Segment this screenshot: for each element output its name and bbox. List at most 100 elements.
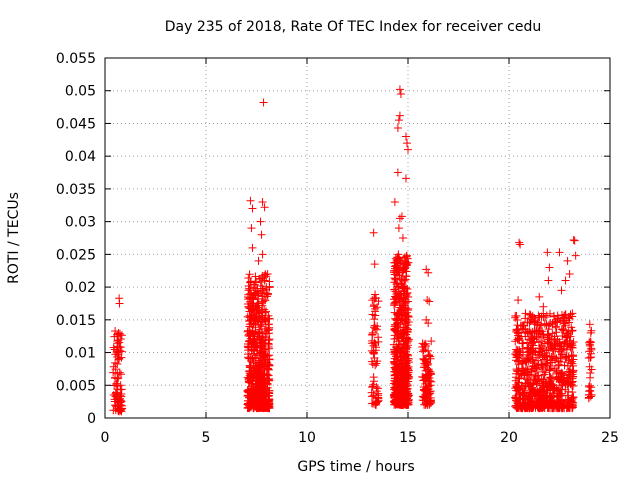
data-point xyxy=(551,322,560,331)
data-point xyxy=(546,388,555,397)
data-point xyxy=(263,270,272,278)
data-point xyxy=(570,236,579,245)
y-tick-label: 0.015 xyxy=(56,313,96,329)
data-point xyxy=(252,339,261,348)
y-axis-ticks: 0 0.005 0.01 0.015 0.02 0.025 0.03 0.035 0.04 0.0… xyxy=(56,51,610,427)
data-point xyxy=(254,364,263,373)
data-point xyxy=(114,328,123,337)
data-point xyxy=(394,344,403,353)
data-point xyxy=(250,346,259,355)
data-point xyxy=(523,350,532,359)
data-point xyxy=(255,328,264,337)
data-point xyxy=(393,263,402,272)
data-point xyxy=(109,368,118,377)
data-point xyxy=(526,389,535,398)
x-axis-ticks: 0 5 10 15 20 25 xyxy=(101,58,619,446)
data-point xyxy=(513,321,522,330)
chart-title: Day 235 of 2018, Rate Of TEC Index for r… xyxy=(165,19,541,35)
data-point xyxy=(113,359,122,368)
data-point xyxy=(373,303,382,312)
data-point xyxy=(424,268,433,277)
data-point xyxy=(369,377,378,386)
data-point xyxy=(260,386,269,395)
data-point xyxy=(372,359,381,368)
data-point xyxy=(256,282,265,291)
data-point xyxy=(265,323,274,332)
data-point xyxy=(246,196,255,205)
data-point xyxy=(403,369,412,378)
data-point xyxy=(399,265,408,274)
data-point xyxy=(247,386,256,395)
data-point xyxy=(587,383,596,392)
data-point xyxy=(248,379,257,388)
data-point xyxy=(567,380,576,389)
data-point xyxy=(423,361,432,370)
y-tick-label: 0.04 xyxy=(65,149,96,165)
y-tick-label: 0 xyxy=(87,411,96,427)
data-point xyxy=(424,319,433,328)
data-point xyxy=(569,351,578,360)
data-point xyxy=(523,368,532,377)
x-tick-label: 5 xyxy=(202,430,211,446)
data-point xyxy=(404,145,412,154)
data-point xyxy=(404,351,413,360)
data-point xyxy=(244,354,253,363)
y-tick-label: 0.03 xyxy=(65,215,96,231)
data-point xyxy=(522,403,531,412)
data-point xyxy=(374,337,383,346)
y-axis-label: ROTI / TECUs xyxy=(6,192,22,284)
data-point xyxy=(529,361,538,370)
data-point xyxy=(563,340,572,349)
data-point xyxy=(251,384,260,393)
data-points xyxy=(109,85,596,416)
data-point xyxy=(265,282,274,291)
data-point xyxy=(391,399,400,408)
data-point xyxy=(390,198,399,206)
y-tick-label: 0.025 xyxy=(56,247,96,263)
data-point xyxy=(395,386,404,395)
data-point xyxy=(400,377,409,386)
data-point xyxy=(369,348,378,357)
data-point xyxy=(258,286,267,295)
grid-lines xyxy=(105,58,610,418)
data-point xyxy=(115,405,124,414)
data-point xyxy=(392,315,401,324)
data-point xyxy=(392,371,401,380)
data-point xyxy=(550,341,559,350)
data-point xyxy=(367,357,376,366)
y-tick-label: 0.045 xyxy=(56,116,96,132)
data-point xyxy=(419,393,428,402)
x-tick-label: 25 xyxy=(601,430,619,446)
data-point xyxy=(115,354,124,363)
data-point xyxy=(246,328,255,337)
data-point xyxy=(402,350,411,359)
data-point xyxy=(528,362,537,371)
data-point xyxy=(520,371,529,380)
data-point xyxy=(585,320,594,329)
data-point xyxy=(542,380,551,389)
data-point xyxy=(397,212,406,221)
data-point xyxy=(569,338,578,347)
data-point xyxy=(564,379,573,388)
data-point xyxy=(551,317,560,326)
plot-frame xyxy=(104,57,611,419)
data-point xyxy=(111,350,120,359)
data-point xyxy=(535,388,544,397)
data-point xyxy=(245,363,254,372)
data-point xyxy=(537,363,546,372)
data-point xyxy=(398,303,407,312)
data-point xyxy=(534,311,543,320)
data-point xyxy=(249,316,258,325)
data-point xyxy=(550,312,559,321)
data-point xyxy=(263,380,272,389)
data-point xyxy=(396,90,405,98)
x-axis-label: GPS time / hours xyxy=(297,459,414,475)
data-point xyxy=(111,358,120,367)
data-point xyxy=(539,391,548,400)
data-point xyxy=(390,270,399,279)
data-point xyxy=(586,328,595,337)
data-point xyxy=(568,341,577,350)
data-point xyxy=(525,310,534,319)
data-point xyxy=(258,198,267,206)
